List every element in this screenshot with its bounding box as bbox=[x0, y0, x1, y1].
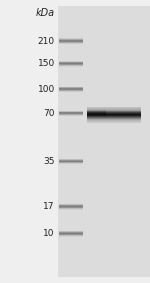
FancyBboxPatch shape bbox=[87, 112, 106, 113]
FancyBboxPatch shape bbox=[87, 116, 141, 117]
FancyBboxPatch shape bbox=[59, 42, 83, 43]
FancyBboxPatch shape bbox=[59, 41, 83, 42]
FancyBboxPatch shape bbox=[59, 89, 83, 90]
Text: 10: 10 bbox=[43, 229, 55, 238]
FancyBboxPatch shape bbox=[59, 209, 83, 210]
FancyBboxPatch shape bbox=[87, 114, 106, 115]
FancyBboxPatch shape bbox=[87, 114, 141, 115]
FancyBboxPatch shape bbox=[87, 116, 141, 117]
FancyBboxPatch shape bbox=[87, 110, 141, 111]
FancyBboxPatch shape bbox=[59, 206, 83, 207]
FancyBboxPatch shape bbox=[87, 122, 141, 123]
FancyBboxPatch shape bbox=[59, 208, 83, 209]
FancyBboxPatch shape bbox=[87, 121, 141, 122]
FancyBboxPatch shape bbox=[59, 40, 83, 41]
FancyBboxPatch shape bbox=[59, 205, 83, 206]
FancyBboxPatch shape bbox=[59, 39, 83, 40]
FancyBboxPatch shape bbox=[59, 87, 83, 88]
FancyBboxPatch shape bbox=[87, 116, 106, 117]
FancyBboxPatch shape bbox=[59, 43, 83, 44]
FancyBboxPatch shape bbox=[59, 231, 83, 232]
FancyBboxPatch shape bbox=[59, 61, 83, 62]
Text: 17: 17 bbox=[43, 202, 55, 211]
FancyBboxPatch shape bbox=[87, 118, 141, 119]
FancyBboxPatch shape bbox=[58, 6, 150, 277]
FancyBboxPatch shape bbox=[59, 236, 83, 237]
FancyBboxPatch shape bbox=[87, 112, 141, 113]
FancyBboxPatch shape bbox=[59, 163, 83, 164]
FancyBboxPatch shape bbox=[59, 160, 83, 161]
Text: 150: 150 bbox=[38, 59, 55, 68]
FancyBboxPatch shape bbox=[87, 112, 141, 113]
FancyBboxPatch shape bbox=[87, 120, 141, 121]
FancyBboxPatch shape bbox=[59, 64, 83, 65]
Text: 100: 100 bbox=[38, 85, 55, 94]
FancyBboxPatch shape bbox=[59, 111, 83, 112]
Text: 210: 210 bbox=[38, 37, 55, 46]
FancyBboxPatch shape bbox=[59, 162, 83, 163]
FancyBboxPatch shape bbox=[87, 114, 106, 115]
FancyBboxPatch shape bbox=[59, 115, 83, 116]
FancyBboxPatch shape bbox=[59, 161, 83, 162]
FancyBboxPatch shape bbox=[87, 110, 106, 111]
FancyBboxPatch shape bbox=[87, 107, 141, 108]
FancyBboxPatch shape bbox=[59, 63, 83, 64]
FancyBboxPatch shape bbox=[87, 115, 141, 116]
FancyBboxPatch shape bbox=[87, 110, 141, 111]
FancyBboxPatch shape bbox=[59, 88, 83, 89]
FancyBboxPatch shape bbox=[59, 62, 83, 63]
FancyBboxPatch shape bbox=[87, 118, 141, 119]
FancyBboxPatch shape bbox=[87, 109, 141, 110]
FancyBboxPatch shape bbox=[87, 108, 141, 109]
FancyBboxPatch shape bbox=[87, 117, 141, 118]
Text: 35: 35 bbox=[43, 157, 55, 166]
FancyBboxPatch shape bbox=[87, 115, 106, 116]
FancyBboxPatch shape bbox=[59, 112, 83, 113]
FancyBboxPatch shape bbox=[87, 111, 141, 112]
FancyBboxPatch shape bbox=[87, 111, 106, 112]
FancyBboxPatch shape bbox=[87, 113, 106, 114]
FancyBboxPatch shape bbox=[87, 117, 141, 118]
FancyBboxPatch shape bbox=[59, 66, 83, 67]
FancyBboxPatch shape bbox=[59, 112, 83, 113]
FancyBboxPatch shape bbox=[87, 113, 141, 114]
Text: 70: 70 bbox=[43, 109, 55, 118]
FancyBboxPatch shape bbox=[87, 114, 141, 115]
FancyBboxPatch shape bbox=[59, 90, 83, 91]
FancyBboxPatch shape bbox=[59, 91, 83, 92]
FancyBboxPatch shape bbox=[87, 111, 141, 112]
FancyBboxPatch shape bbox=[87, 113, 141, 114]
FancyBboxPatch shape bbox=[59, 233, 83, 234]
FancyBboxPatch shape bbox=[59, 207, 83, 208]
FancyBboxPatch shape bbox=[59, 38, 83, 39]
FancyBboxPatch shape bbox=[59, 232, 83, 233]
FancyBboxPatch shape bbox=[59, 113, 83, 114]
FancyBboxPatch shape bbox=[59, 61, 83, 62]
FancyBboxPatch shape bbox=[59, 204, 83, 205]
FancyBboxPatch shape bbox=[87, 115, 141, 116]
FancyBboxPatch shape bbox=[59, 235, 83, 236]
FancyBboxPatch shape bbox=[59, 159, 83, 160]
FancyBboxPatch shape bbox=[59, 234, 83, 235]
FancyBboxPatch shape bbox=[59, 114, 83, 115]
FancyBboxPatch shape bbox=[59, 65, 83, 66]
FancyBboxPatch shape bbox=[59, 64, 83, 65]
Text: kDa: kDa bbox=[36, 8, 55, 18]
FancyBboxPatch shape bbox=[87, 119, 141, 120]
